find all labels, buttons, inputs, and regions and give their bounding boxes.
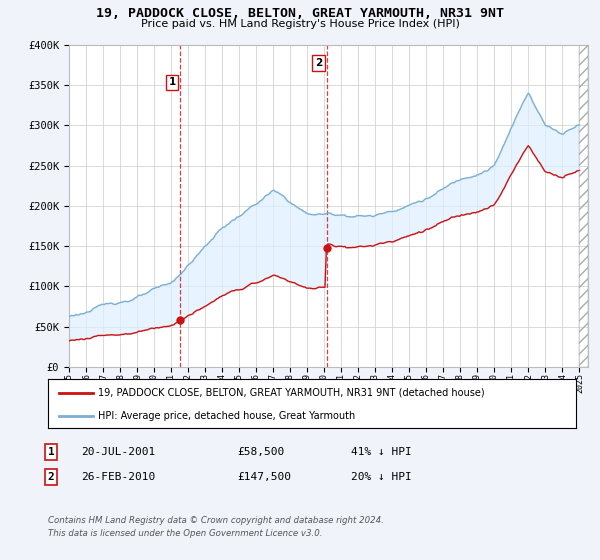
Text: 20-JUL-2001: 20-JUL-2001 [81,447,155,457]
Text: 2: 2 [314,58,322,68]
Text: Contains HM Land Registry data © Crown copyright and database right 2024.: Contains HM Land Registry data © Crown c… [48,516,384,525]
Text: 19, PADDOCK CLOSE, BELTON, GREAT YARMOUTH, NR31 9NT (detached house): 19, PADDOCK CLOSE, BELTON, GREAT YARMOUT… [98,388,485,398]
Text: 2: 2 [47,472,55,482]
Text: 1: 1 [169,77,176,87]
Text: Price paid vs. HM Land Registry's House Price Index (HPI): Price paid vs. HM Land Registry's House … [140,19,460,29]
Text: HPI: Average price, detached house, Great Yarmouth: HPI: Average price, detached house, Grea… [98,411,355,421]
Text: 20% ↓ HPI: 20% ↓ HPI [351,472,412,482]
Text: 1: 1 [47,447,55,457]
Text: 41% ↓ HPI: 41% ↓ HPI [351,447,412,457]
Text: £58,500: £58,500 [237,447,284,457]
Text: £147,500: £147,500 [237,472,291,482]
Text: 26-FEB-2010: 26-FEB-2010 [81,472,155,482]
Text: 19, PADDOCK CLOSE, BELTON, GREAT YARMOUTH, NR31 9NT: 19, PADDOCK CLOSE, BELTON, GREAT YARMOUT… [96,7,504,20]
Text: This data is licensed under the Open Government Licence v3.0.: This data is licensed under the Open Gov… [48,529,323,538]
